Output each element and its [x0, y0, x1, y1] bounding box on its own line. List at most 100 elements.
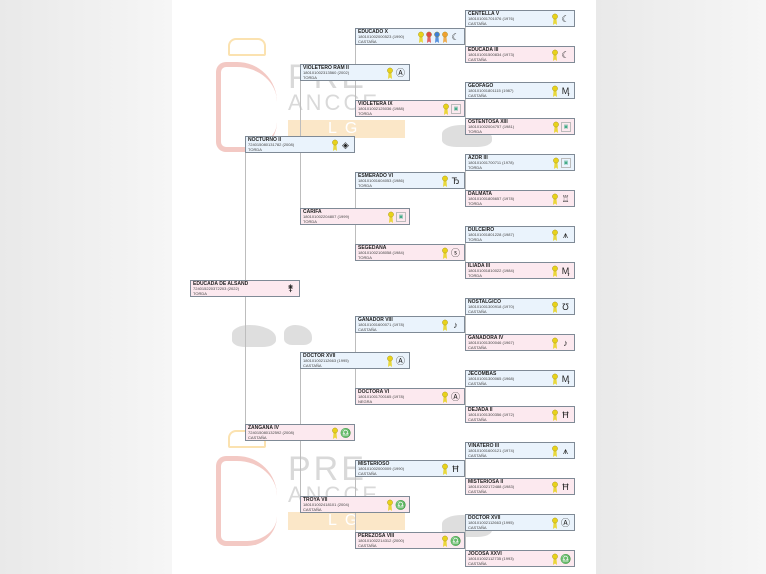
horse-box[interactable]: SEGEDANA 180101002108058 (1984) TORDA ⓢ	[355, 244, 465, 261]
horse-name[interactable]: EDUCADA III	[468, 47, 499, 53]
horse-box[interactable]: VINATERO III 180101001600121 (1974) CAST…	[465, 442, 575, 459]
horse-box[interactable]: DOCTOR XVII 180101002112663 (1995) CASTA…	[465, 514, 575, 531]
horse-name[interactable]: EDUCADA DE ALSAND	[193, 281, 249, 287]
horse-name[interactable]: VIOLETERO RAM II	[303, 65, 349, 71]
horse-name[interactable]: ILIADA III	[468, 263, 491, 269]
horse-box[interactable]: GANADOR VIII 180101001600071 (1978) CAST…	[355, 316, 465, 333]
horse-box[interactable]: EDUCADA DE ALSAND 724015220372203 (2022)…	[190, 280, 300, 297]
horse-box[interactable]: CENTELLA V 180101001701076 (1976) CASTAÑ…	[465, 10, 575, 27]
medal-yellow-icon	[552, 265, 558, 277]
horse-box[interactable]: DALMATA 180101001805657 (1978) TORDA ♖	[465, 190, 575, 207]
medal-orange-icon	[442, 31, 448, 43]
medal-yellow-icon	[552, 553, 558, 565]
horse-coat: CASTAÑA	[468, 416, 487, 422]
horse-name[interactable]: OSTENTOSA XIII	[468, 119, 508, 125]
horse-id: 180101002004757 (1981)	[468, 124, 515, 129]
horse-name[interactable]: NOCTURNO II	[248, 137, 282, 143]
horse-box[interactable]: EDUCADO X 180101002000523 (1990) CASTAÑA…	[355, 28, 465, 45]
horse-name[interactable]: DEJADA II	[468, 407, 493, 413]
pedigree-connector	[465, 378, 466, 414]
horse-name[interactable]: CENTELLA V	[468, 11, 500, 17]
broken-image-icon: ▣	[396, 212, 406, 222]
horse-name[interactable]: GANADOR VIII	[358, 317, 393, 323]
medal-yellow-icon	[387, 355, 393, 367]
medal-yellow-icon	[552, 49, 558, 61]
horse-id: 180101001600121 (1974)	[468, 448, 515, 453]
horse-name[interactable]: JECOMBAS	[468, 371, 497, 377]
horse-box[interactable]: JOCOSA XXVI 180101002112735 (1993) CASTA…	[465, 550, 575, 567]
horse-box[interactable]: DOCTOR XVII 180101002112663 (1995) CASTA…	[300, 352, 410, 369]
bell-brand-icon: ♎	[450, 535, 462, 546]
horse-coat: CASTAÑA	[468, 56, 487, 62]
horse-box[interactable]: GANADORA IV 180101001300046 (1967) CASTA…	[465, 334, 575, 351]
horse-box[interactable]: ZANGANA IV 724015080132592 (2008) CASTAÑ…	[245, 424, 355, 441]
horse-coat: TORDA	[303, 218, 317, 224]
horse-coat: TORDA	[248, 146, 262, 152]
horse-box[interactable]: DEJADA II 180101001300356 (1972) CASTAÑA…	[465, 406, 575, 423]
medal-red-icon	[426, 31, 432, 43]
horse-name[interactable]: MISTERIOSA II	[468, 479, 504, 485]
ym-brand-icon: Ӎ	[561, 85, 570, 96]
horse-box[interactable]: EDUCADA III 180101001500834 (1973) CASTA…	[465, 46, 575, 63]
pedigree-connector	[465, 90, 466, 126]
horse-coat: NEGRA	[358, 398, 373, 404]
horse-name[interactable]: DOCTOR XVII	[468, 515, 501, 521]
horse-id: 180101002418101 (2004)	[303, 502, 350, 507]
horse-box[interactable]: MISTERIOSO 180101002000009 (1990) CASTAÑ…	[355, 460, 465, 477]
horse-name[interactable]: MISTERIOSO	[358, 461, 390, 467]
horse-box[interactable]: CARIFA 180101002204807 (1999) TORDA ▣	[300, 208, 410, 225]
moon-brand-icon: ☾	[561, 13, 570, 24]
horse-name[interactable]: DOCTORA VI	[358, 389, 390, 395]
horse-box[interactable]: ILIADA III 180101001810022 (1984) TORDA Ӎ	[465, 262, 575, 279]
horse-box[interactable]: ESMERADO VI 180101001604053 (1986) TORDA…	[355, 172, 465, 189]
horse-name[interactable]: DOCTOR XVII	[303, 353, 336, 359]
horse-box[interactable]: AZOR III 180101001700711 (1978) TORDA ▣	[465, 154, 575, 171]
horse-box[interactable]: TROYA VII 180101002418101 (2004) CASTAÑA…	[300, 496, 410, 513]
bell-brand-icon: ♎	[560, 553, 572, 564]
horse-box[interactable]: GEOFAGO 180101001801115 (1987) CASTAÑA Ӎ	[465, 82, 575, 99]
horse-name[interactable]: DALMATA	[468, 191, 492, 197]
horse-id: 180101001805657 (1978)	[468, 196, 515, 201]
horse-name[interactable]: PEREZOSA VIII	[358, 533, 395, 539]
horse-name[interactable]: NOSTALGICO	[468, 299, 501, 305]
horse-name[interactable]: ESMERADO VI	[358, 173, 394, 179]
horse-name[interactable]: ZANGANA IV	[248, 425, 279, 431]
horse-name[interactable]: EDUCADO X	[358, 29, 389, 35]
horse-box[interactable]: DULCEIRO 180101001801228 (1987) TORDA ⩚	[465, 226, 575, 243]
medal-yellow-icon	[552, 481, 558, 493]
horse-name[interactable]: DULCEIRO	[468, 227, 495, 233]
watermark-text: LG	[288, 120, 406, 138]
horse-name[interactable]: SEGEDANA	[358, 245, 387, 251]
medal-yellow-icon	[552, 85, 558, 97]
horse-id: 180101001700711 (1978)	[468, 160, 514, 165]
horse-box[interactable]: VIOLETERO RAM II 180101002313560 (2002) …	[300, 64, 410, 81]
horse-box[interactable]: JECOMBAS 180101001300065 (1968) CASTAÑA Ӎ	[465, 370, 575, 387]
horse-name[interactable]: CARIFA	[303, 209, 322, 215]
medal-yellow-icon	[387, 67, 393, 79]
horse-box[interactable]: NOCTURNO II 724015080131782 (2008) TORDA…	[245, 136, 355, 153]
horse-id: 180101002112735 (1993)	[468, 556, 514, 561]
broken-image-icon: ▣	[451, 104, 461, 114]
horse-name[interactable]: TROYA VII	[303, 497, 328, 503]
horse-box[interactable]: VIOLETERA IX 180101002125036 (1988) TORD…	[355, 100, 465, 117]
horse-name[interactable]: VIOLETERA IX	[358, 101, 393, 107]
horse-name[interactable]: GANADORA IV	[468, 335, 504, 341]
horse-coat: TORDA	[468, 272, 482, 278]
horse-name[interactable]: JOCOSA XXVI	[468, 551, 502, 557]
horse-box[interactable]: OSTENTOSA XIII 180101002004757 (1981) TO…	[465, 118, 575, 135]
medal-yellow-icon	[442, 463, 448, 475]
brand-glyph-icon: ⚵	[287, 283, 294, 293]
horse-box[interactable]: PEREZOSA VIII 180101002214312 (2000) CAS…	[355, 532, 465, 549]
medal-yellow-icon	[442, 535, 448, 547]
horse-box[interactable]: DOCTORA VI 180101001700165 (1978) NEGRA Ⓐ	[355, 388, 465, 405]
broken-image-icon: ▣	[561, 158, 571, 168]
circled-a-brand-icon: Ⓐ	[395, 67, 405, 78]
horse-box[interactable]: MISTERIOSA II 180101002172488 (1983) CAS…	[465, 478, 575, 495]
horse-name[interactable]: AZOR III	[468, 155, 488, 161]
horse-box[interactable]: NOSTALGICO 180101001300918 (1970) CASTAÑ…	[465, 298, 575, 315]
circled-s-brand-icon: ⓢ	[450, 247, 460, 258]
horse-name[interactable]: VINATERO III	[468, 443, 500, 449]
moon-brand-icon: ☾	[451, 31, 460, 42]
horse-name[interactable]: GEOFAGO	[468, 83, 494, 89]
medal-yellow-icon	[552, 517, 558, 529]
